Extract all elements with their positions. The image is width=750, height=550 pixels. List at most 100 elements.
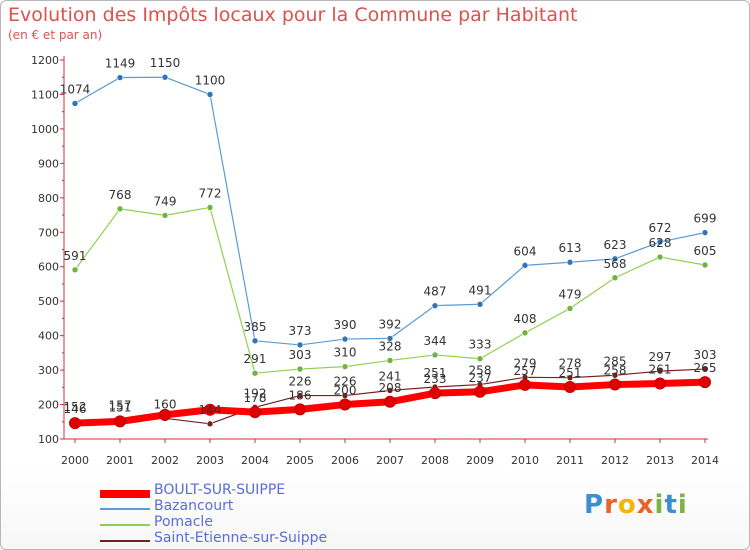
data-label: 278 [559,357,582,371]
logo-letter: P [584,490,605,520]
data-label: 1074 [60,82,91,96]
y-tick-label: 600 [38,261,59,274]
data-point [476,300,484,308]
data-label: 408 [514,312,537,326]
data-label: 297 [649,350,672,364]
data-label: 178 [244,391,267,405]
data-label: 568 [604,257,627,271]
data-point [611,255,619,263]
data-point [656,367,664,375]
data-label: 344 [424,334,447,348]
x-tick-label: 2004 [241,454,269,467]
x-tick-label: 2003 [196,454,224,467]
data-point [249,406,261,419]
data-label: 479 [559,287,582,301]
data-point [656,253,664,261]
data-point [69,417,81,430]
legend-swatch-pomacle [100,524,150,526]
y-tick-label: 800 [38,192,59,205]
data-label: 772 [199,186,222,200]
data-point [386,387,394,394]
data-point [566,305,574,312]
data-label: 1100 [195,73,226,87]
legend-swatch-bazancourt [100,508,150,510]
data-point [476,355,484,363]
y-tick-label: 100 [38,433,59,446]
data-label: 258 [469,364,492,378]
data-point [251,337,259,345]
data-point [116,205,124,213]
data-label: 749 [154,194,177,208]
data-point [431,302,439,309]
data-point [429,387,441,400]
x-tick-label: 2011 [556,454,584,467]
y-tick-label: 400 [38,330,59,343]
data-point [566,258,574,266]
data-label: 699 [694,212,717,226]
data-label: 1149 [105,57,136,71]
data-point [564,380,576,393]
logo-letter: i [677,490,688,520]
data-label: 226 [289,375,312,389]
data-point [654,377,666,390]
data-point [519,378,531,391]
x-tick-label: 2013 [646,454,674,467]
data-point [71,266,79,274]
data-label: 160 [154,397,177,411]
data-label: 285 [604,354,627,368]
data-label: 487 [424,285,447,299]
data-label: 251 [424,366,447,380]
data-point [159,408,171,421]
data-point [296,365,304,373]
data-point [206,204,214,211]
data-label: 623 [604,238,627,252]
data-label: 390 [334,318,357,332]
x-tick-label: 2010 [511,454,539,467]
data-label: 604 [514,244,537,258]
data-label: 258 [604,364,627,378]
x-tick-label: 2005 [286,454,314,467]
x-tick-label: 2012 [601,454,629,467]
chart-axes: 100 200 300 400 500 600 700 800 900 1000 1100 1200 2… [31,54,719,467]
data-label: 233 [424,372,447,386]
data-point [161,212,169,219]
data-point [699,376,711,389]
data-label: 146 [64,402,87,416]
x-tick-label: 2002 [151,454,179,467]
data-point [204,403,216,416]
data-label: 226 [334,375,357,389]
y-tick-label: 300 [38,364,59,377]
data-point [701,365,709,373]
data-point [611,274,619,282]
data-label: 151 [109,400,132,414]
data-point [71,100,79,107]
data-label: 157 [109,398,132,412]
data-label: 628 [649,236,672,250]
x-tick-label: 2014 [691,454,719,467]
logo-letter: i [654,490,665,520]
data-label: 333 [469,338,492,352]
data-point [296,392,304,399]
x-tick-label: 2006 [331,454,359,467]
data-label: 265 [694,361,717,375]
data-label: 303 [289,348,312,362]
logo-letter: t [664,490,678,520]
y-tick-label: 1000 [31,123,59,136]
y-tick-label: 900 [38,157,59,170]
data-label: 237 [469,371,492,385]
data-point [114,415,126,428]
data-label: 291 [244,352,267,366]
data-label: 768 [109,188,132,202]
data-label: 385 [244,320,267,334]
y-tick-label: 500 [38,295,59,308]
data-label: 392 [379,317,402,331]
data-point [294,403,306,416]
data-point [384,395,396,408]
chart-subtitle: (en € et par an) [8,28,103,42]
legend-swatch-saint-etienne [100,540,150,542]
data-label: 208 [379,381,402,395]
data-label: 613 [559,241,582,255]
data-point [521,329,529,337]
data-labels: 1074 1149 1150 1100 385 373 390 392 487 491 604 613… [60,56,717,417]
